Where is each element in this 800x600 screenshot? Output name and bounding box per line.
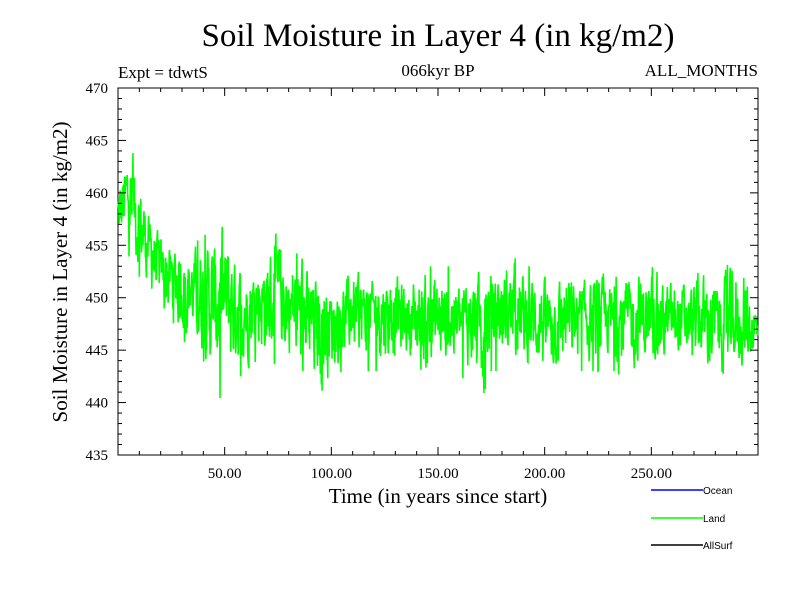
x-tick-label: 50.00 <box>208 466 242 482</box>
y-tick-label: 465 <box>86 133 109 149</box>
y-axis-label: Soil Moisture in Layer 4 (in kg/m2) <box>48 122 72 423</box>
y-tick-label: 435 <box>86 448 109 464</box>
series-land <box>117 153 759 399</box>
y-tick-label: 470 <box>86 81 109 97</box>
y-tick-label: 450 <box>86 291 109 307</box>
months-label: ALL_MONTHS <box>645 61 758 80</box>
y-tick-label: 460 <box>86 186 109 202</box>
x-axis-label: Time (in years since start) <box>329 484 548 508</box>
x-tick-label: 100.00 <box>311 466 352 482</box>
x-axis: 50.00 100.00 150.00 200.00 250.00 <box>138 88 738 482</box>
chart-title: Soil Moisture in Layer 4 (in kg/m2) <box>202 18 675 54</box>
experiment-label: Expt = tdwtS <box>118 63 208 82</box>
legend: Ocean Land AllSurf <box>651 486 733 552</box>
legend-label-ocean: Ocean <box>703 486 732 497</box>
legend-label-land: Land <box>703 514 725 525</box>
y-tick-label: 455 <box>86 238 109 254</box>
x-tick-label: 250.00 <box>631 466 672 482</box>
x-tick-label: 150.00 <box>417 466 458 482</box>
x-tick-label: 200.00 <box>524 466 565 482</box>
series-line-land <box>117 153 759 399</box>
y-axis: 435 440 445 450 455 460 465 470 <box>86 81 758 464</box>
legend-label-allsurf: AllSurf <box>703 541 733 552</box>
period-label: 066kyr BP <box>401 61 474 80</box>
y-tick-label: 440 <box>86 396 109 412</box>
y-tick-label: 445 <box>86 343 109 359</box>
